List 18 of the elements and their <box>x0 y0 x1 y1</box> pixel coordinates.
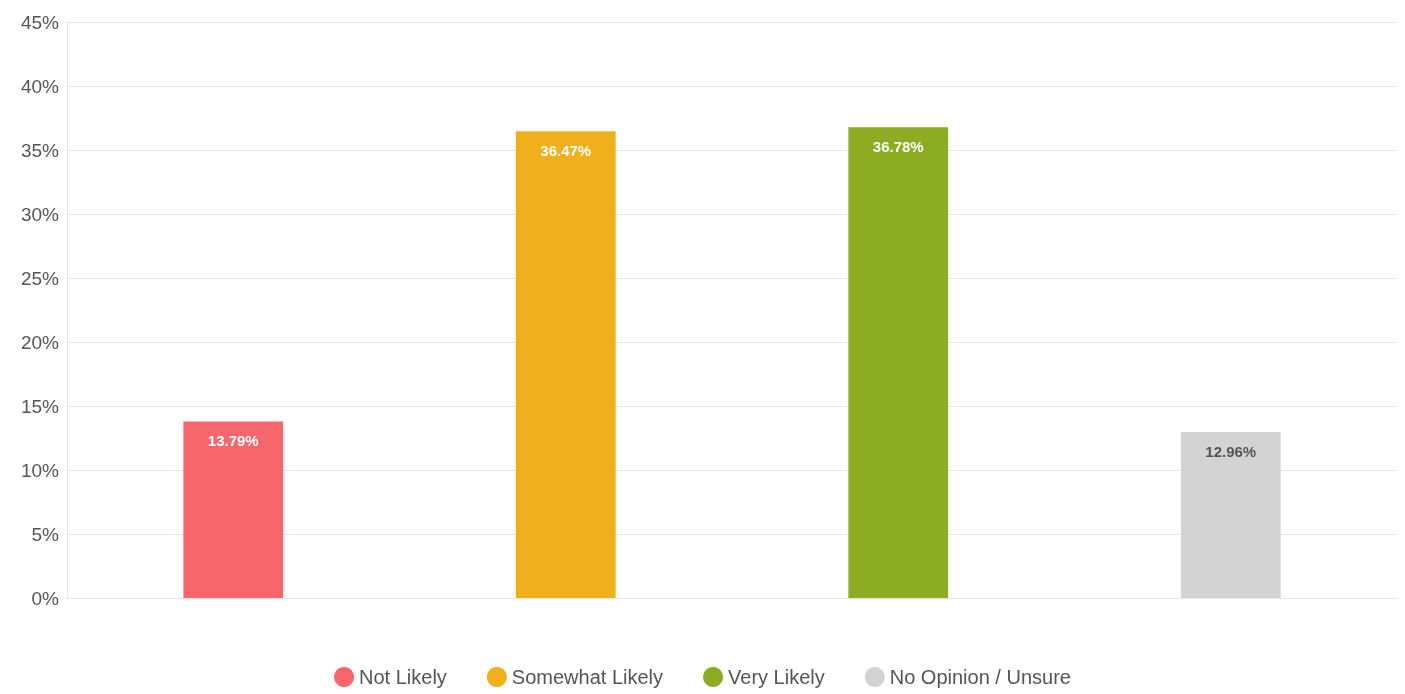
legend-label: No Opinion / Unsure <box>889 666 1071 688</box>
y-tick-label: 15% <box>20 395 60 417</box>
y-tick-label: 45% <box>20 11 60 33</box>
y-tick-label: 35% <box>20 139 60 161</box>
legend-label: Somewhat Likely <box>511 666 664 688</box>
legend-label: Not Likely <box>359 666 447 688</box>
y-tick-label: 5% <box>31 523 60 545</box>
y-tick-label: 30% <box>20 203 60 225</box>
legend-label: Very Likely <box>728 666 825 688</box>
data-label: 36.47% <box>540 142 592 160</box>
data-label: 12.96% <box>1205 443 1257 461</box>
y-tick-label: 10% <box>20 459 60 481</box>
y-tick-label: 20% <box>20 331 60 353</box>
y-tick-label: 25% <box>20 267 60 289</box>
y-tick-label: 0% <box>31 587 60 609</box>
y-tick-label: 40% <box>20 75 60 97</box>
data-label: 13.79% <box>207 432 259 450</box>
data-label: 36.78% <box>872 138 924 156</box>
